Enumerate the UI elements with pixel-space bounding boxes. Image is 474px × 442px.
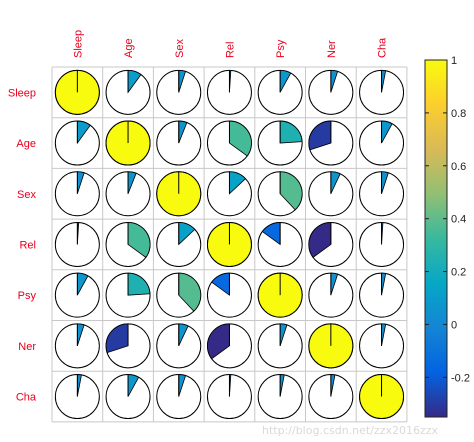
pie-cell-sleep-ner: [308, 69, 354, 115]
pie-cell-cha-sex: [156, 374, 202, 420]
pie-cell-sleep-psy: [257, 69, 303, 115]
row-label-age: Age: [16, 138, 36, 150]
pie-wedge: [105, 323, 129, 354]
pie-cell-cha-rel: [206, 374, 252, 420]
pie-cell-sleep-rel: [206, 69, 252, 115]
pie-cell-psy-sex: [156, 272, 202, 318]
row-label-ner: Ner: [18, 341, 36, 353]
colorbar-tick-label: 0.6: [451, 161, 466, 173]
pie-cell-sex-psy: [257, 171, 303, 217]
pie-cell-sleep-age: [105, 69, 151, 115]
pie-cell-rel-sex: [156, 221, 202, 267]
pie-cell-rel-age: [105, 221, 151, 267]
pie-cell-ner-psy: [257, 323, 303, 369]
colorbar-tick-label: -0.2: [451, 372, 470, 384]
col-label-ner: Ner: [326, 40, 338, 58]
pie-cells: [54, 69, 405, 420]
colorbar-tick-label: 0.4: [451, 214, 466, 226]
colorbar: -0.2 0 0.2 0.4 0.6 0.8 1: [424, 55, 470, 418]
pie-wedge: [308, 222, 332, 258]
col-label-psy: Psy: [275, 39, 287, 58]
row-label-rel: Rel: [19, 239, 36, 251]
pie-cell-sex-age: [105, 171, 151, 217]
pie-wedge: [178, 272, 202, 312]
colorbar-tick-label: 1: [451, 55, 457, 67]
pie-cell-cha-ner: [308, 374, 354, 420]
pie-cell-ner-cha: [359, 323, 405, 369]
pie-wedge: [229, 120, 252, 157]
pie-cell-rel-cha: [359, 221, 405, 267]
pie-wedge: [279, 171, 303, 211]
pie-wedge: [207, 323, 230, 360]
pie-cell-sex-sex: [156, 171, 202, 217]
pie-cell-age-sex: [156, 120, 202, 166]
colorbar-tick-label: 0: [451, 319, 457, 331]
pie-cell-rel-psy: [257, 221, 303, 267]
pie-cell-psy-ner: [308, 272, 354, 318]
pie-wedge: [308, 120, 332, 151]
pie-wedge: [127, 222, 151, 258]
pie-cell-age-sleep: [54, 120, 100, 166]
pie-cell-cha-age: [105, 374, 151, 420]
row-label-sleep: Sleep: [8, 87, 36, 99]
pie-cell-ner-age: [105, 323, 151, 369]
pie-cell-psy-rel: [206, 272, 252, 318]
watermark: http://blog.csdn.net/zzx2016zzx: [262, 424, 439, 437]
pie-cell-cha-sleep: [54, 374, 100, 420]
colorbar-tick-label: 0.2: [451, 267, 466, 279]
pie-cell-psy-age: [105, 272, 151, 318]
pie-cell-sex-sleep: [54, 171, 100, 217]
pie-cell-age-psy: [257, 120, 303, 166]
pie-cell-ner-rel: [206, 323, 252, 369]
pie-cell-psy-sleep: [54, 272, 100, 318]
pie-cell-cha-psy: [257, 374, 303, 420]
col-label-age: Age: [123, 38, 135, 58]
row-label-sex: Sex: [17, 189, 36, 201]
col-label-rel: Rel: [224, 41, 236, 58]
pie-cell-rel-sleep: [54, 221, 100, 267]
col-label-sex: Sex: [174, 39, 186, 58]
col-label-sleep: Sleep: [72, 30, 84, 58]
pie-cell-age-age: [105, 120, 151, 166]
pie-cell-age-ner: [308, 120, 354, 166]
pie-wedge: [127, 272, 151, 296]
row-label-cha: Cha: [16, 392, 37, 404]
pie-cell-sleep-sleep: [54, 69, 100, 115]
pie-cell-age-rel: [206, 120, 252, 166]
pie-cell-age-cha: [359, 120, 405, 166]
colorbar-gradient: [424, 59, 448, 418]
row-label-psy: Psy: [18, 290, 37, 302]
col-label-cha: Cha: [377, 37, 389, 58]
pie-cell-rel-rel: [206, 221, 252, 267]
pie-cell-sex-ner: [308, 171, 354, 217]
matrix-grid: [51, 66, 408, 423]
pie-wedge: [279, 120, 303, 144]
pie-cell-sex-cha: [359, 171, 405, 217]
colorbar-tick-label: 0.8: [451, 108, 466, 120]
pie-cell-ner-sleep: [54, 323, 100, 369]
pie-cell-sleep-cha: [359, 69, 405, 115]
variable-labels: Sleep Sleep Age Age Sex Sex Rel Rel Psy Psy Ner Ner…: [8, 30, 389, 404]
pie-cell-ner-ner: [308, 323, 354, 369]
pie-cell-sex-rel: [206, 171, 252, 217]
pie-cell-ner-sex: [156, 323, 202, 369]
pie-cell-psy-cha: [359, 272, 405, 318]
pie-cell-psy-psy: [257, 272, 303, 318]
pie-cell-cha-cha: [359, 374, 405, 420]
pie-cell-rel-ner: [308, 221, 354, 267]
pie-cell-sleep-sex: [156, 69, 202, 115]
